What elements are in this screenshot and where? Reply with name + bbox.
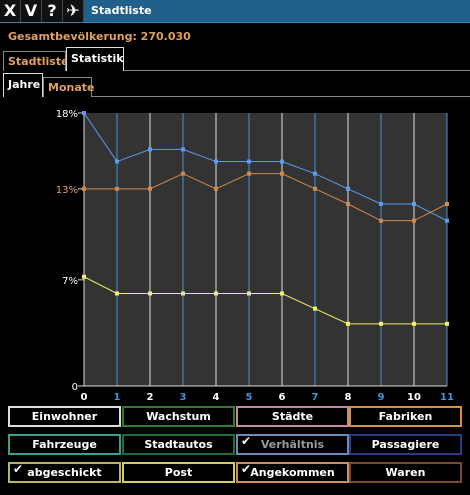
toggle-wachstum-button[interactable]: Wachstum <box>122 406 235 427</box>
series-1-point-11 <box>445 202 449 206</box>
x-tick-label-0: 0 <box>81 392 88 400</box>
series-2-point-10 <box>412 321 416 326</box>
pin-icon[interactable]: ✈ <box>63 0 84 22</box>
tab-stadtliste[interactable]: Stadtliste <box>3 51 69 71</box>
title-bar: X V ? ✈ Stadtliste <box>0 0 470 23</box>
y-tick-label-1: 13% <box>56 185 78 196</box>
checkmark-icon: ✔ <box>241 462 252 476</box>
button-label: Verhältnis <box>260 438 325 451</box>
toggle-stadtautos-button[interactable]: Stadtautos <box>122 434 235 455</box>
button-label: Städte <box>271 410 314 423</box>
x-tick-label-4: 4 <box>213 392 220 400</box>
series-2-point-4 <box>214 291 218 296</box>
series-1-point-4 <box>214 186 218 191</box>
series-1-point-8 <box>346 202 350 206</box>
series-0-point-8 <box>346 186 350 191</box>
toggle-post-button[interactable]: Post <box>122 462 235 483</box>
x-tick-label-11: 11 <box>440 392 454 400</box>
button-label: Fahrzeuge <box>32 438 97 451</box>
toggle-einwohner-button[interactable]: Einwohner <box>8 406 121 427</box>
y-tick-label-3: 0 <box>72 382 78 393</box>
series-2-point-6 <box>280 291 284 296</box>
x-tick-label-2: 2 <box>147 392 154 400</box>
y-tick-label-2: 7% <box>62 276 78 287</box>
x-tick-label-9: 9 <box>378 392 385 400</box>
x-tick-label-8: 8 <box>345 392 352 400</box>
series-0-point-2 <box>148 147 152 152</box>
button-label: Passagiere <box>371 438 440 451</box>
series-1-point-5 <box>247 171 251 176</box>
total-population-label: Gesamtbevölkerung: 270.030 <box>8 30 191 43</box>
series-0-point-10 <box>412 202 416 206</box>
series-2-point-8 <box>346 321 350 326</box>
button-label: abgeschickt <box>27 466 102 479</box>
y-tick-label-0: 18% <box>56 109 78 120</box>
x-tick-label-1: 1 <box>114 392 121 400</box>
series-1-point-1 <box>115 186 119 191</box>
checkmark-icon: ✔ <box>13 462 24 476</box>
button-label: Angekommen <box>250 466 335 479</box>
series-line-2 <box>83 276 447 325</box>
series-line-0 <box>83 112 448 222</box>
tab-divider <box>124 70 470 71</box>
series-0-point-9 <box>379 202 383 206</box>
toggle-städte-button[interactable]: Städte <box>236 406 349 427</box>
button-label: Fabriken <box>378 410 433 423</box>
window-title: Stadtliste <box>91 4 152 17</box>
series-1-point-7 <box>313 186 317 191</box>
x-tick-label-3: 3 <box>180 392 187 400</box>
series-2-point-9 <box>379 321 383 326</box>
toggle-fabriken-button[interactable]: Fabriken <box>349 406 462 427</box>
series-2-point-1 <box>115 291 119 296</box>
series-1-point-3 <box>181 171 185 176</box>
plot-background <box>84 113 447 386</box>
series-1-point-2 <box>148 186 152 191</box>
checkmark-icon: ✔ <box>241 434 252 448</box>
help-icon[interactable]: ? <box>42 0 63 22</box>
close-icon[interactable]: X <box>0 0 21 22</box>
x-tick-label-10: 10 <box>407 392 421 400</box>
series-0-point-6 <box>280 159 284 164</box>
series-1-point-6 <box>280 171 284 176</box>
series-0-point-11 <box>445 218 449 223</box>
series-2-point-3 <box>181 291 185 296</box>
button-label: Wachstum <box>146 410 211 423</box>
series-line-1 <box>84 173 448 222</box>
series-2-point-7 <box>313 306 317 311</box>
toggle-angekommen-button[interactable]: ✔ Angekommen <box>236 462 349 483</box>
series-2-point-11 <box>445 321 449 326</box>
series-2-point-0 <box>82 274 86 279</box>
button-label: Einwohner <box>31 410 98 423</box>
x-tick-label-5: 5 <box>246 392 253 400</box>
series-0-point-4 <box>214 159 218 164</box>
series-1-point-9 <box>379 218 383 223</box>
toggle-waren-button[interactable]: Waren <box>349 462 462 483</box>
statistics-chart: 18% 13% 7% 00 1 2 3 4 5 6 7 8 9 10 11 <box>56 109 454 400</box>
x-tick-label-6: 6 <box>279 392 286 400</box>
button-label: Stadtautos <box>144 438 213 451</box>
button-label: Post <box>164 466 193 479</box>
tab-jahre[interactable]: Jahre <box>3 73 43 97</box>
x-tick-label-7: 7 <box>312 392 319 400</box>
series-1-point-10 <box>412 218 416 223</box>
toggle-passagiere-button[interactable]: Passagiere <box>349 434 462 455</box>
toggle-verhältnis-button[interactable]: ✔ Verhältnis <box>236 434 349 455</box>
tab-monate[interactable]: Monate <box>43 77 94 97</box>
series-2-point-2 <box>148 291 152 296</box>
button-label: Waren <box>385 466 426 479</box>
series-0-point-0 <box>82 111 86 115</box>
series-0-point-7 <box>313 171 317 176</box>
tab-statistik[interactable]: Statistik <box>66 47 124 71</box>
series-0-point-1 <box>115 159 119 164</box>
series-2-point-5 <box>247 291 251 296</box>
series-1-point-0 <box>82 186 86 191</box>
toggle-abgeschickt-button[interactable]: ✔ abgeschickt <box>8 462 121 483</box>
series-0-point-5 <box>247 159 251 164</box>
minimize-icon[interactable]: V <box>21 0 42 22</box>
toggle-fahrzeuge-button[interactable]: Fahrzeuge <box>8 434 121 455</box>
subtab-divider <box>92 96 470 97</box>
series-0-point-3 <box>181 147 185 152</box>
